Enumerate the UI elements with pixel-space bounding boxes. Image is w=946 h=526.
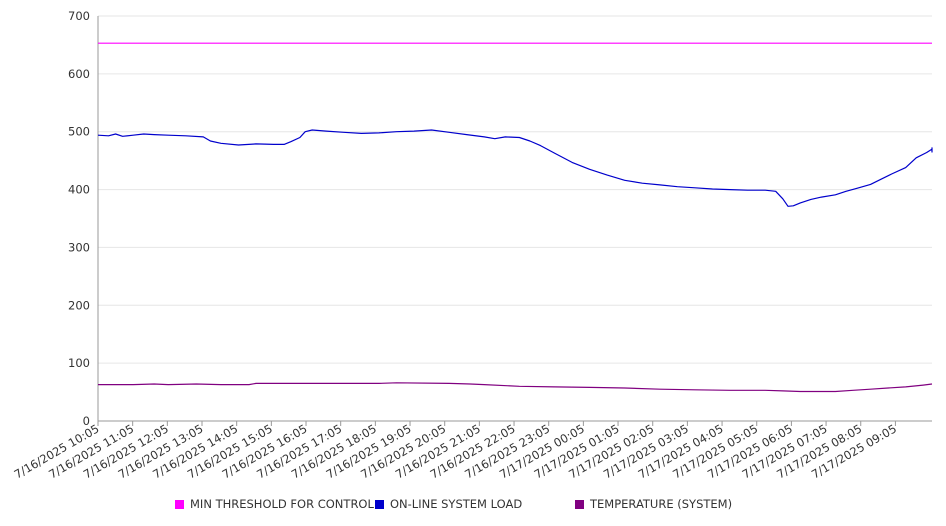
- y-axis-ticks: 0 100 200 300 400 500 600 700: [68, 9, 90, 428]
- legend-label-min-threshold: MIN THRESHOLD FOR CONTROL: [190, 497, 374, 511]
- series-line-1: [97, 129, 933, 207]
- legend-item-system-load[interactable]: ON-LINE SYSTEM LOAD: [375, 497, 522, 511]
- y-tick-label: 0: [83, 414, 90, 428]
- series-line-2: [98, 382, 933, 393]
- legend-item-min-threshold[interactable]: MIN THRESHOLD FOR CONTROL: [175, 497, 374, 511]
- legend-label-temperature: TEMPERATURE (SYSTEM): [590, 497, 733, 511]
- gridlines: [98, 15, 932, 364]
- legend-swatch-min-threshold: [175, 499, 184, 509]
- series-lines: [97, 42, 933, 393]
- legend: MIN THRESHOLD FOR CONTROL ON-LINE SYSTEM…: [0, 497, 946, 515]
- y-tick-label: 100: [68, 356, 90, 370]
- y-tick-label: 700: [68, 9, 90, 23]
- legend-swatch-system-load: [375, 499, 384, 509]
- y-tick-label: 300: [68, 240, 90, 254]
- legend-swatch-temperature: [575, 499, 584, 509]
- legend-item-temperature[interactable]: TEMPERATURE (SYSTEM): [575, 497, 732, 511]
- x-axis-ticks: 7/16/2025 10:057/16/2025 11:057/16/2025 …: [12, 421, 899, 481]
- y-tick-label: 600: [68, 67, 90, 81]
- y-tick-label: 500: [68, 125, 90, 139]
- y-tick-label: 400: [68, 183, 90, 197]
- legend-label-system-load: ON-LINE SYSTEM LOAD: [390, 497, 523, 511]
- y-tick-label: 200: [68, 298, 90, 312]
